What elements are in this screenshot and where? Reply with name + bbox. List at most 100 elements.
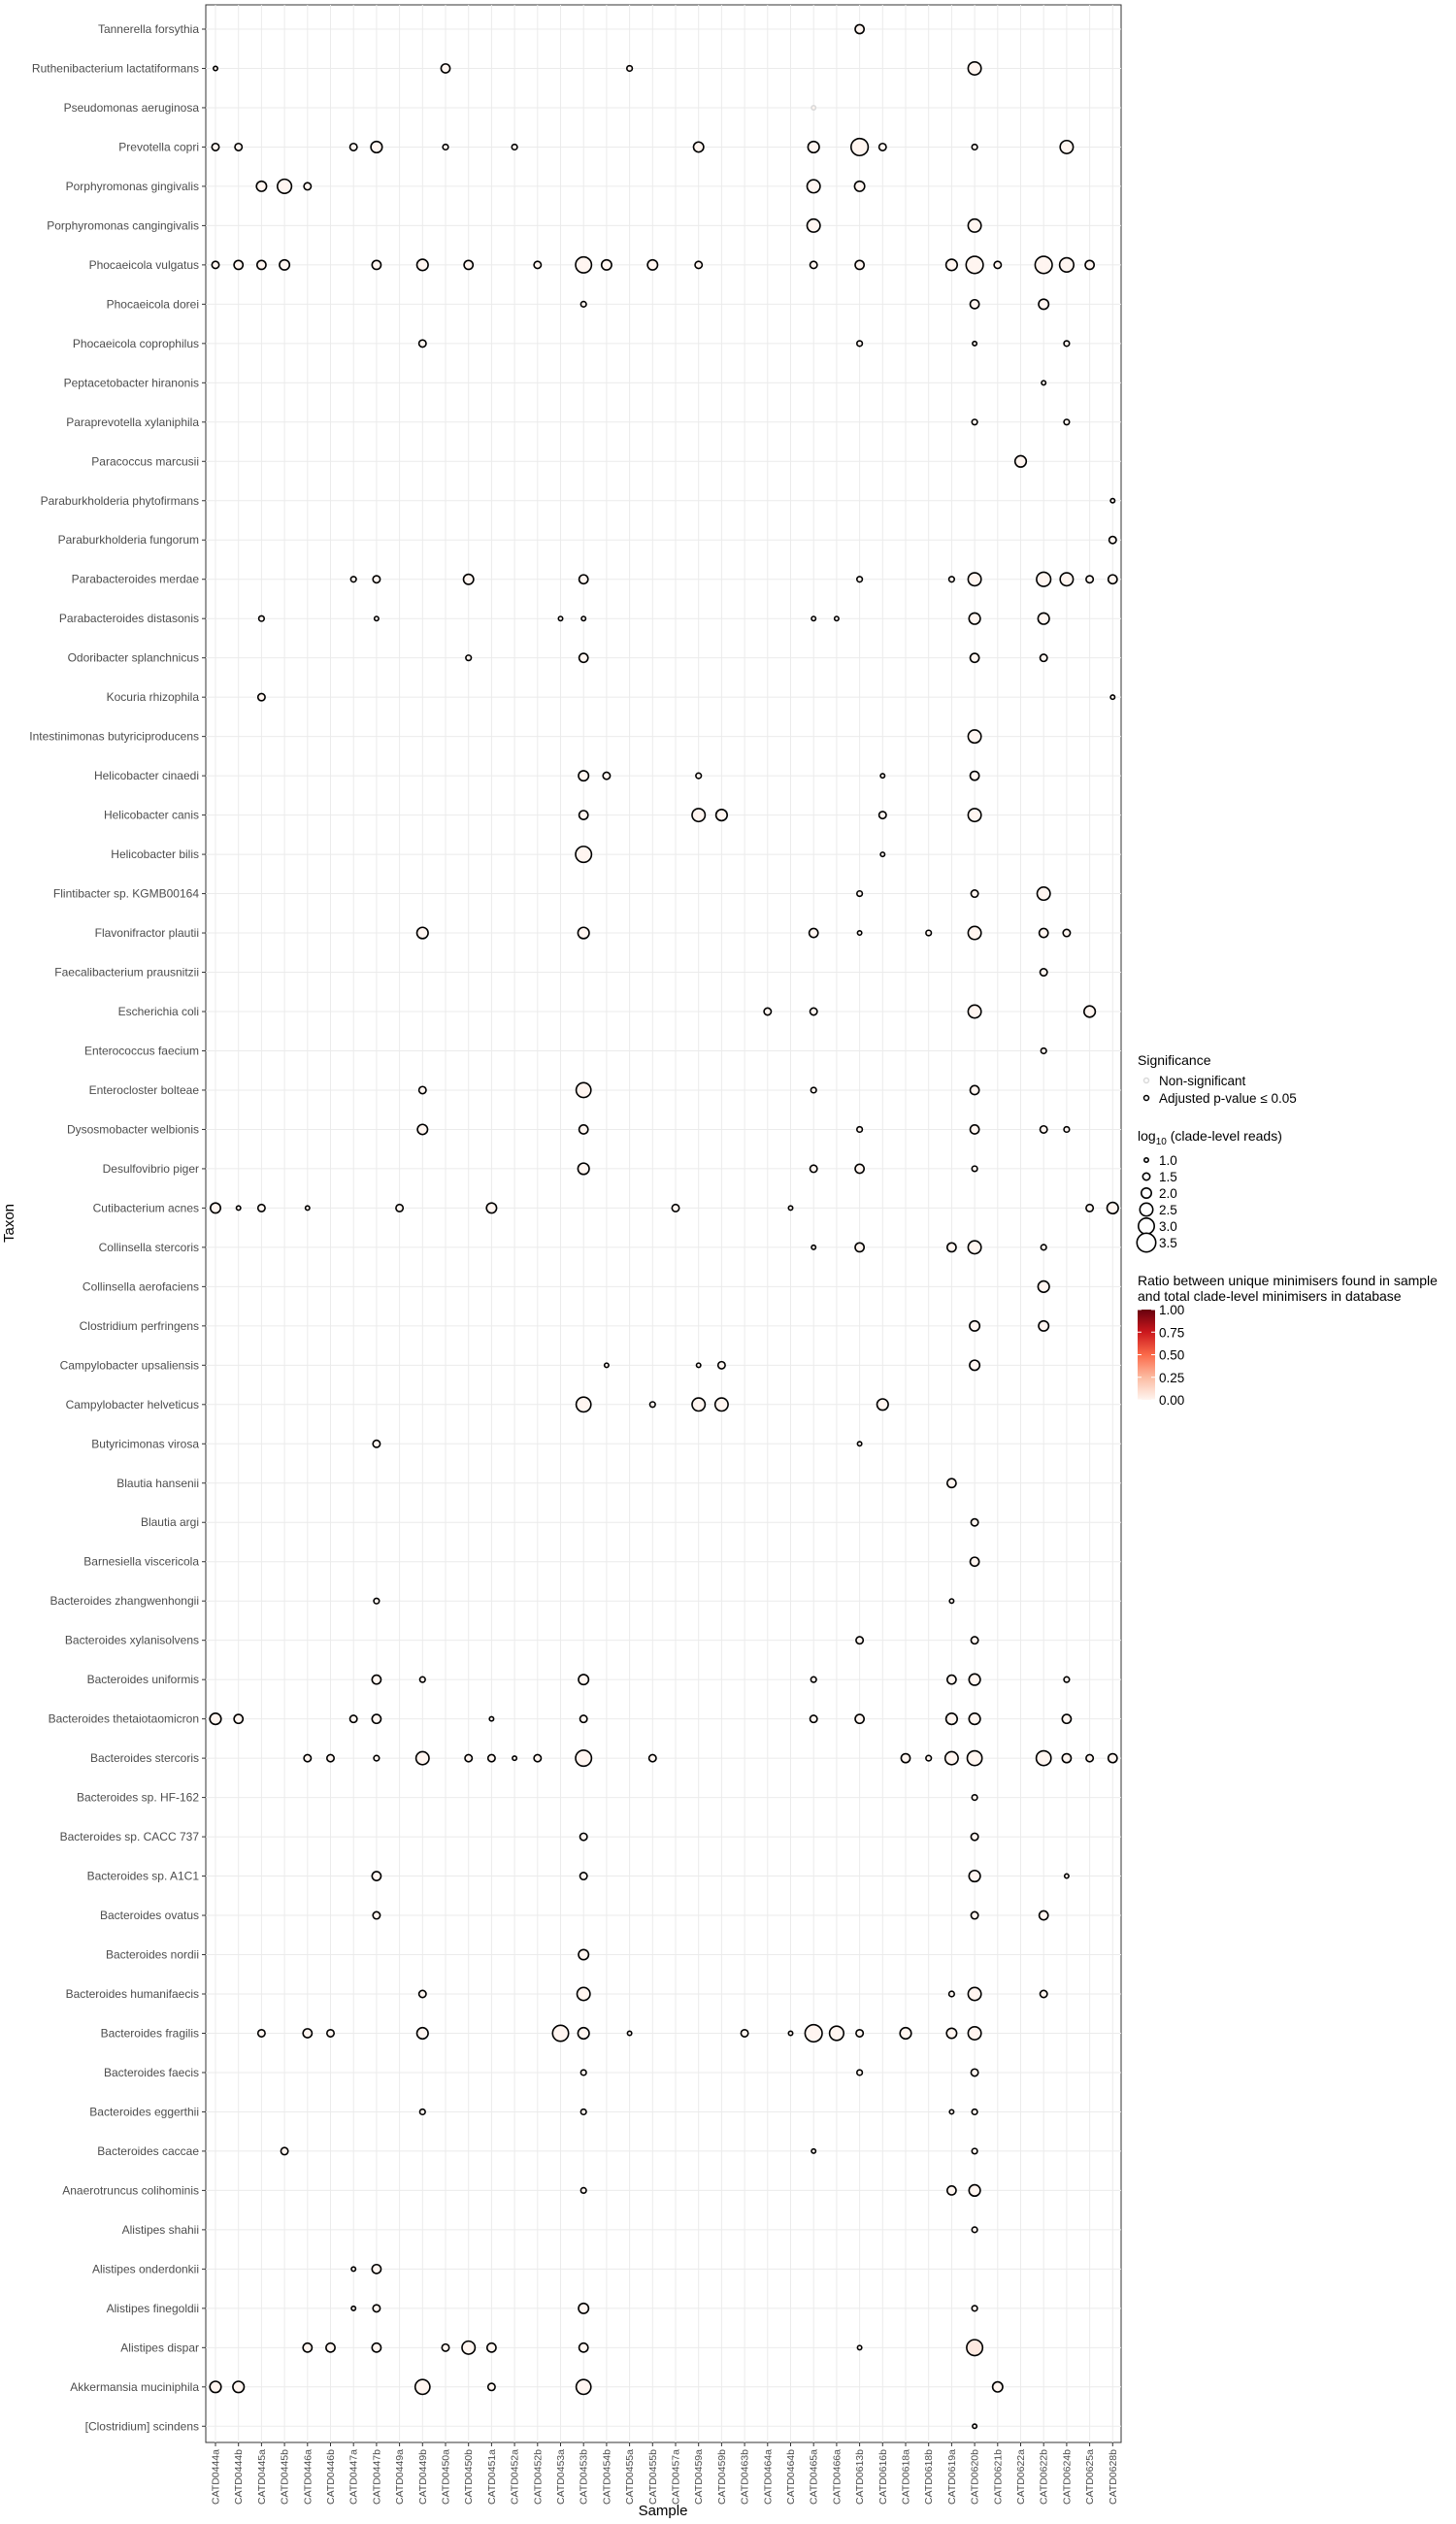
- point-helicobacter-cinaedi-catd0454b: [602, 771, 612, 780]
- point-bacteroides-stercoris-catd0447b: [373, 1754, 381, 1762]
- point-alistipes-dispar-catd0446b: [325, 2341, 336, 2353]
- point-helicobacter-cinaedi-catd0453b: [578, 770, 590, 782]
- point-phocaeicola-coprophilus-catd0613b: [855, 340, 864, 348]
- point-bacteroides-uniformis-catd0449b: [418, 1676, 426, 1683]
- x-tick-label-catd0445b: CATD0445b: [280, 2449, 291, 2505]
- point-parabacteroides-merdae-catd0619a: [947, 576, 956, 583]
- point-desulfovibrio-piger-catd0465a: [809, 1164, 818, 1174]
- point-helicobacter-canis-catd0459a: [691, 808, 707, 823]
- point-dysosmobacter-welbionis-catd0622b: [1039, 1124, 1048, 1134]
- point-phocaeicola-vulgatus-catd0459a: [694, 260, 704, 270]
- x-tick-label-catd0464b: CATD0464b: [785, 2449, 797, 2505]
- y-tick-label-helicobacter-bilis: Helicobacter bilis: [111, 847, 199, 861]
- point-campylobacter-upsaliensis-catd0620b: [969, 1359, 981, 1372]
- point-parabacteroides-distasonis-catd0453a: [557, 615, 564, 622]
- point-phocaeicola-coprophilus-catd0620b: [972, 340, 978, 347]
- point-bacteroides-uniformis-catd0447b: [371, 1674, 382, 1685]
- point-phocaeicola-vulgatus-catd0620b: [965, 255, 984, 275]
- point-parabacteroides-distasonis-catd0445a: [257, 614, 266, 622]
- point-bacteroides-thetaiotaomicron-catd0451a: [488, 1715, 495, 1722]
- y-tick-label-parabacteroides-distasonis: Parabacteroides distasonis: [59, 612, 199, 625]
- point-flintibacter-sp-kgmb00164-catd0622b: [1036, 886, 1051, 902]
- y-axis-title: Taxon: [1, 1204, 17, 1243]
- point-collinsella-stercoris-catd0613b: [854, 1242, 865, 1253]
- point-bacteroides-stercoris-catd0618b: [925, 1754, 933, 1762]
- x-tick-label-catd0444b: CATD0444b: [233, 2449, 245, 2505]
- x-tick-label-catd0457a: CATD0457a: [671, 2449, 682, 2505]
- point-bacteroides-fragilis-catd0453b: [577, 2026, 590, 2041]
- point-butyricimonas-virosa-catd0447b: [372, 1439, 381, 1448]
- point-butyricimonas-virosa-catd0613b: [856, 1441, 863, 1447]
- y-tick-label-porphyromonas-cangingivalis: Porphyromonas cangingivalis: [47, 218, 199, 232]
- point-bacteroides-stercoris-catd0451a: [486, 1753, 496, 1763]
- point-cutibacterium-acnes-catd0446a: [304, 1205, 311, 1212]
- point-bacteroides-sp-cacc-737-catd0453b: [579, 1832, 588, 1842]
- point-bacteroides-nordii-catd0453b: [578, 1948, 590, 1961]
- point-bacteroides-fragilis-catd0466a: [828, 2025, 845, 2042]
- point-faecalibacterium-prausnitzii-catd0622b: [1039, 968, 1048, 978]
- point-parabacteroides-merdae-catd0453b: [578, 574, 589, 585]
- point-blautia-argi-catd0620b: [970, 1517, 979, 1527]
- legend-color-label-0: 1.00: [1159, 1303, 1184, 1317]
- point-campylobacter-upsaliensis-catd0454b: [603, 1362, 610, 1369]
- point-bacteroides-sp-a1c1-catd0447b: [371, 1871, 382, 1881]
- y-tick-label-odoribacter-splanchnicus: Odoribacter splanchnicus: [68, 651, 199, 665]
- point-prevotella-copri-catd0450a: [442, 143, 449, 151]
- point-cutibacterium-acnes-catd0445a: [256, 1203, 266, 1212]
- point-parabacteroides-merdae-catd0447b: [372, 575, 381, 584]
- point-alistipes-finegoldii-catd0447b: [372, 2304, 381, 2313]
- point-bacteroides-faecis-catd0453b: [579, 2069, 587, 2076]
- x-tick-label-catd0459b: CATD0459b: [716, 2449, 728, 2505]
- point-clostridium-perfringens-catd0622b: [1038, 1319, 1050, 1332]
- legend-size-key-5: [1136, 1232, 1157, 1253]
- point-intestinimonas-butyriciproducens-catd0620b: [967, 729, 982, 745]
- point-bacteroides-fragilis-catd0446a: [302, 2028, 314, 2039]
- y-tick-label-phocaeicola-coprophilus: Phocaeicola coprophilus: [73, 337, 199, 350]
- y-tick-label-campylobacter-upsaliensis: Campylobacter upsaliensis: [60, 1358, 199, 1372]
- point-phocaeicola-vulgatus-catd0613b: [854, 259, 865, 271]
- point-akkermansia-muciniphila-catd0453b: [575, 2378, 592, 2396]
- point-phocaeicola-vulgatus-catd0455b: [646, 258, 659, 271]
- point-bacteroides-stercoris-catd0620b: [966, 1749, 983, 1767]
- point-bacteroides-uniformis-catd0619a: [946, 1674, 957, 1685]
- point-prevotella-copri-catd0444a: [211, 142, 220, 151]
- legend-size-label-0: 1.0: [1159, 1153, 1177, 1168]
- y-tick-label-pseudomonas-aeruginosa: Pseudomonas aeruginosa: [64, 101, 200, 115]
- point-parabacteroides-merdae-catd0624b: [1059, 572, 1075, 587]
- y-tick-label-alistipes-shahii: Alistipes shahii: [122, 2223, 199, 2237]
- point-prevotella-copri-catd0613b: [849, 137, 870, 157]
- point-bacteroides-stercoris-catd0446b: [325, 1753, 335, 1763]
- point-cutibacterium-acnes-catd0444a: [210, 1202, 222, 1214]
- point-porphyromonas-gingivalis-catd0445b: [277, 178, 293, 195]
- point-parabacteroides-merdae-catd0447a: [349, 576, 357, 583]
- y-tick-label-bacteroides-ovatus: Bacteroides ovatus: [100, 1909, 199, 1922]
- point-phocaeicola-vulgatus-catd0619a: [944, 258, 959, 272]
- x-tick-label-catd0459a: CATD0459a: [693, 2449, 705, 2505]
- point-akkermansia-muciniphila-catd0451a: [486, 2382, 496, 2392]
- point-paraprevotella-xylaniphila-catd0624b: [1063, 418, 1071, 426]
- point-ruthenibacterium-lactatiformans-catd0620b: [967, 60, 982, 76]
- point-flavonifractor-plautii-catd0624b: [1062, 928, 1072, 938]
- point-collinsella-stercoris-catd0465a: [811, 1244, 817, 1250]
- legend-color-label-4: 0.00: [1159, 1393, 1184, 1408]
- x-tick-label-catd0447b: CATD0447b: [371, 2449, 382, 2505]
- point-flavonifractor-plautii-catd0618b: [925, 929, 933, 937]
- point-bacteroides-eggerthii-catd0619a: [948, 2109, 955, 2115]
- point-kocuria-rhizophila-catd0445a: [256, 692, 266, 702]
- point-paracoccus-marcusii-catd0622a: [1013, 454, 1028, 468]
- point-parabacteroides-distasonis-catd0447b: [373, 615, 380, 622]
- y-tick-label-bacteroides-humanifaecis: Bacteroides humanifaecis: [66, 1987, 199, 2001]
- point-dysosmobacter-welbionis-catd0624b: [1063, 1125, 1071, 1134]
- legend-size-keys: 1.0 1.5 2.0 2.5 3.0 3.5: [1136, 1153, 1177, 1253]
- point-bacteroides-sp-cacc-737-catd0620b: [970, 1832, 979, 1842]
- y-tick-label-butyricimonas-virosa: Butyricimonas virosa: [91, 1437, 199, 1450]
- point-phocaeicola-vulgatus-catd0449b: [415, 258, 429, 272]
- point-bacteroides-sp-hf-162-catd0620b: [971, 1793, 978, 1802]
- point-bacteroides-fragilis-catd0465a: [804, 2023, 823, 2043]
- legend-significance-title: Significance: [1138, 1052, 1211, 1068]
- legend-color-title-line1: Ratio between unique minimisers found in…: [1138, 1273, 1438, 1288]
- point-bacteroides-caccae-catd0620b: [971, 2147, 978, 2155]
- point-campylobacter-upsaliensis-catd0459a: [695, 1362, 702, 1369]
- point-escherichia-coli-catd0464a: [763, 1007, 773, 1016]
- point-bacteroides-stercoris-catd0624b: [1061, 1752, 1073, 1764]
